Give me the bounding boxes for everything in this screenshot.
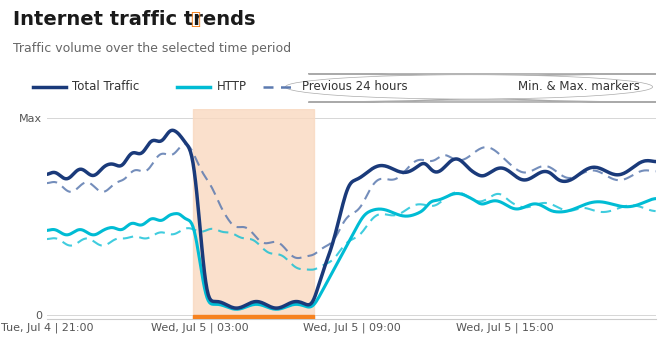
FancyBboxPatch shape [308,74,656,102]
Text: Previous 24 hours: Previous 24 hours [302,80,407,93]
Text: Total Traffic: Total Traffic [72,80,140,93]
Circle shape [286,75,653,99]
Text: HTTP: HTTP [217,80,247,93]
Bar [193,315,314,319]
Text: Traffic volume over the selected time period: Traffic volume over the selected time pe… [13,42,292,55]
Text: ⮕: ⮕ [191,10,201,28]
Text: Min. & Max. markers: Min. & Max. markers [518,80,640,93]
Bar [193,109,314,319]
Text: Internet traffic trends: Internet traffic trends [13,10,256,29]
